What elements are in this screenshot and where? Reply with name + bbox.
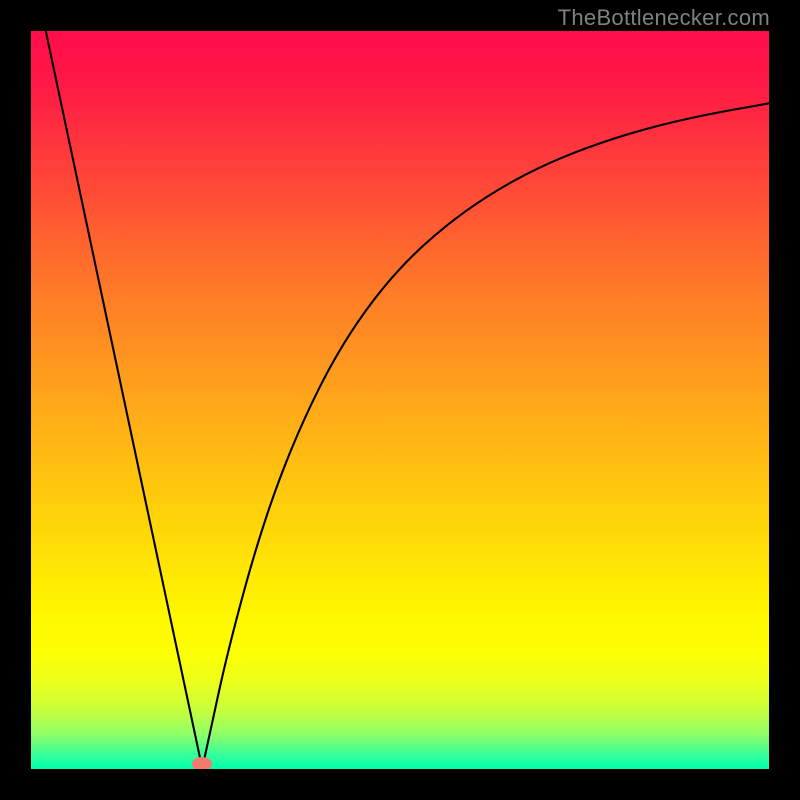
optimum-marker xyxy=(192,757,212,769)
watermark-text: TheBottlenecker.com xyxy=(558,5,770,31)
chart-stage: TheBottlenecker.com xyxy=(0,0,800,800)
plot-area xyxy=(31,31,769,769)
bottleneck-curve xyxy=(31,31,769,769)
left-branch xyxy=(46,31,202,768)
right-branch xyxy=(202,103,769,768)
